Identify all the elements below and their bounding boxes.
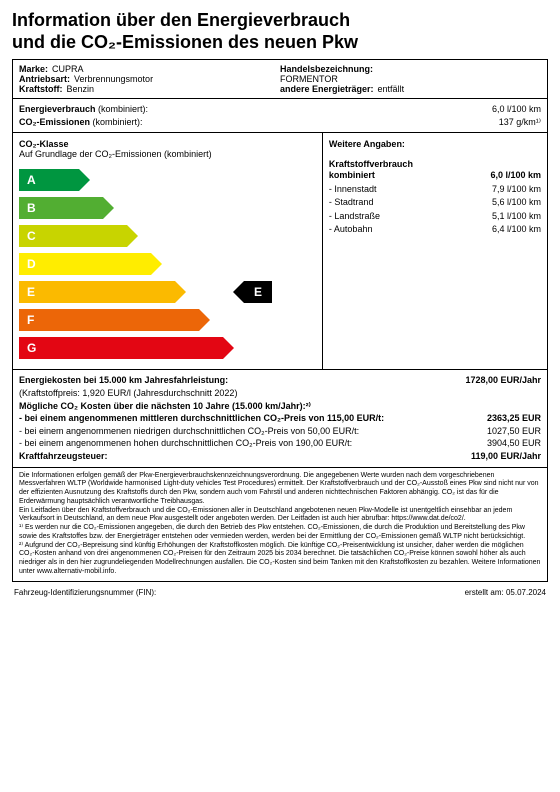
efficiency-arrow-e: E [19,281,175,303]
consumption-rows: kombiniert6,0 l/100 km- Innenstadt7,9 l/… [329,169,541,237]
efficiency-arrow-f: F [19,309,199,331]
consumption-row: kombiniert6,0 l/100 km [329,169,541,183]
cost-row: (Kraftstoffpreis: 1,920 EUR/l (Jahresdur… [19,387,541,400]
footer: Fahrzeug-Identifizierungsnummer (FIN): e… [12,588,548,597]
fineprint-paragraph: ¹⁾ Es werden nur die CO₂-Emissionen ange… [19,524,541,542]
fineprint-paragraph: Die Informationen erfolgen gemäß der Pkw… [19,472,541,507]
summary-section: Energieverbrauch (kombiniert): 6,0 l/100… [13,99,547,133]
cost-row: - bei einem angenommenen niedrigen durch… [19,425,541,438]
header-section: Marke:CUPRA Handelsbezeichnung: Antriebs… [13,60,547,99]
consumption-row: - Stadtrand5,6 l/100 km [329,196,541,210]
fineprint: Die Informationen erfolgen gemäß der Pkw… [12,468,548,582]
current-class-indicator: E [244,281,272,303]
cost-row: Energiekosten bei 15.000 km Jahresfahrle… [19,374,541,387]
cost-row: - bei einem angenommenen mittleren durch… [19,412,541,425]
class-section: CO₂-Klasse Auf Grundlage der CO₂-Emissio… [13,133,547,370]
efficiency-arrow-g: G [19,337,223,359]
efficiency-arrow-c: C [19,225,127,247]
cost-row: Mögliche CO₂ Kosten über die nächsten 10… [19,400,541,413]
costs-section: Energiekosten bei 15.000 km Jahresfahrle… [13,370,547,466]
page-title: Information über den Energieverbrauch un… [12,10,548,53]
cost-row: - bei einem angenommenen hohen durchschn… [19,437,541,450]
consumption-row: - Landstraße5,1 l/100 km [329,210,541,224]
co2-klasse-title: CO₂-Klasse [19,139,316,149]
efficiency-arrows: ABCDEFGE [19,167,316,361]
consumption-row: - Autobahn6,4 l/100 km [329,223,541,237]
weitere-subtitle: Kraftstoffverbrauch [329,159,541,169]
efficiency-arrow-d: D [19,253,151,275]
label-container: Marke:CUPRA Handelsbezeichnung: Antriebs… [12,59,548,467]
cost-row: Kraftfahrzeugsteuer:119,00 EUR/Jahr [19,450,541,463]
fineprint-paragraph: Ein Leitfaden über den Kraftstoffverbrau… [19,507,541,525]
co2-klasse-subtitle: Auf Grundlage der CO₂-Emissionen (kombin… [19,149,316,159]
weitere-title: Weitere Angaben: [329,139,541,149]
fineprint-paragraph: ²⁾ Aufgrund der CO₂-Bepreisung sind künf… [19,542,541,577]
efficiency-arrow-b: B [19,197,103,219]
efficiency-arrow-a: A [19,169,79,191]
consumption-row: - Innenstadt7,9 l/100 km [329,183,541,197]
